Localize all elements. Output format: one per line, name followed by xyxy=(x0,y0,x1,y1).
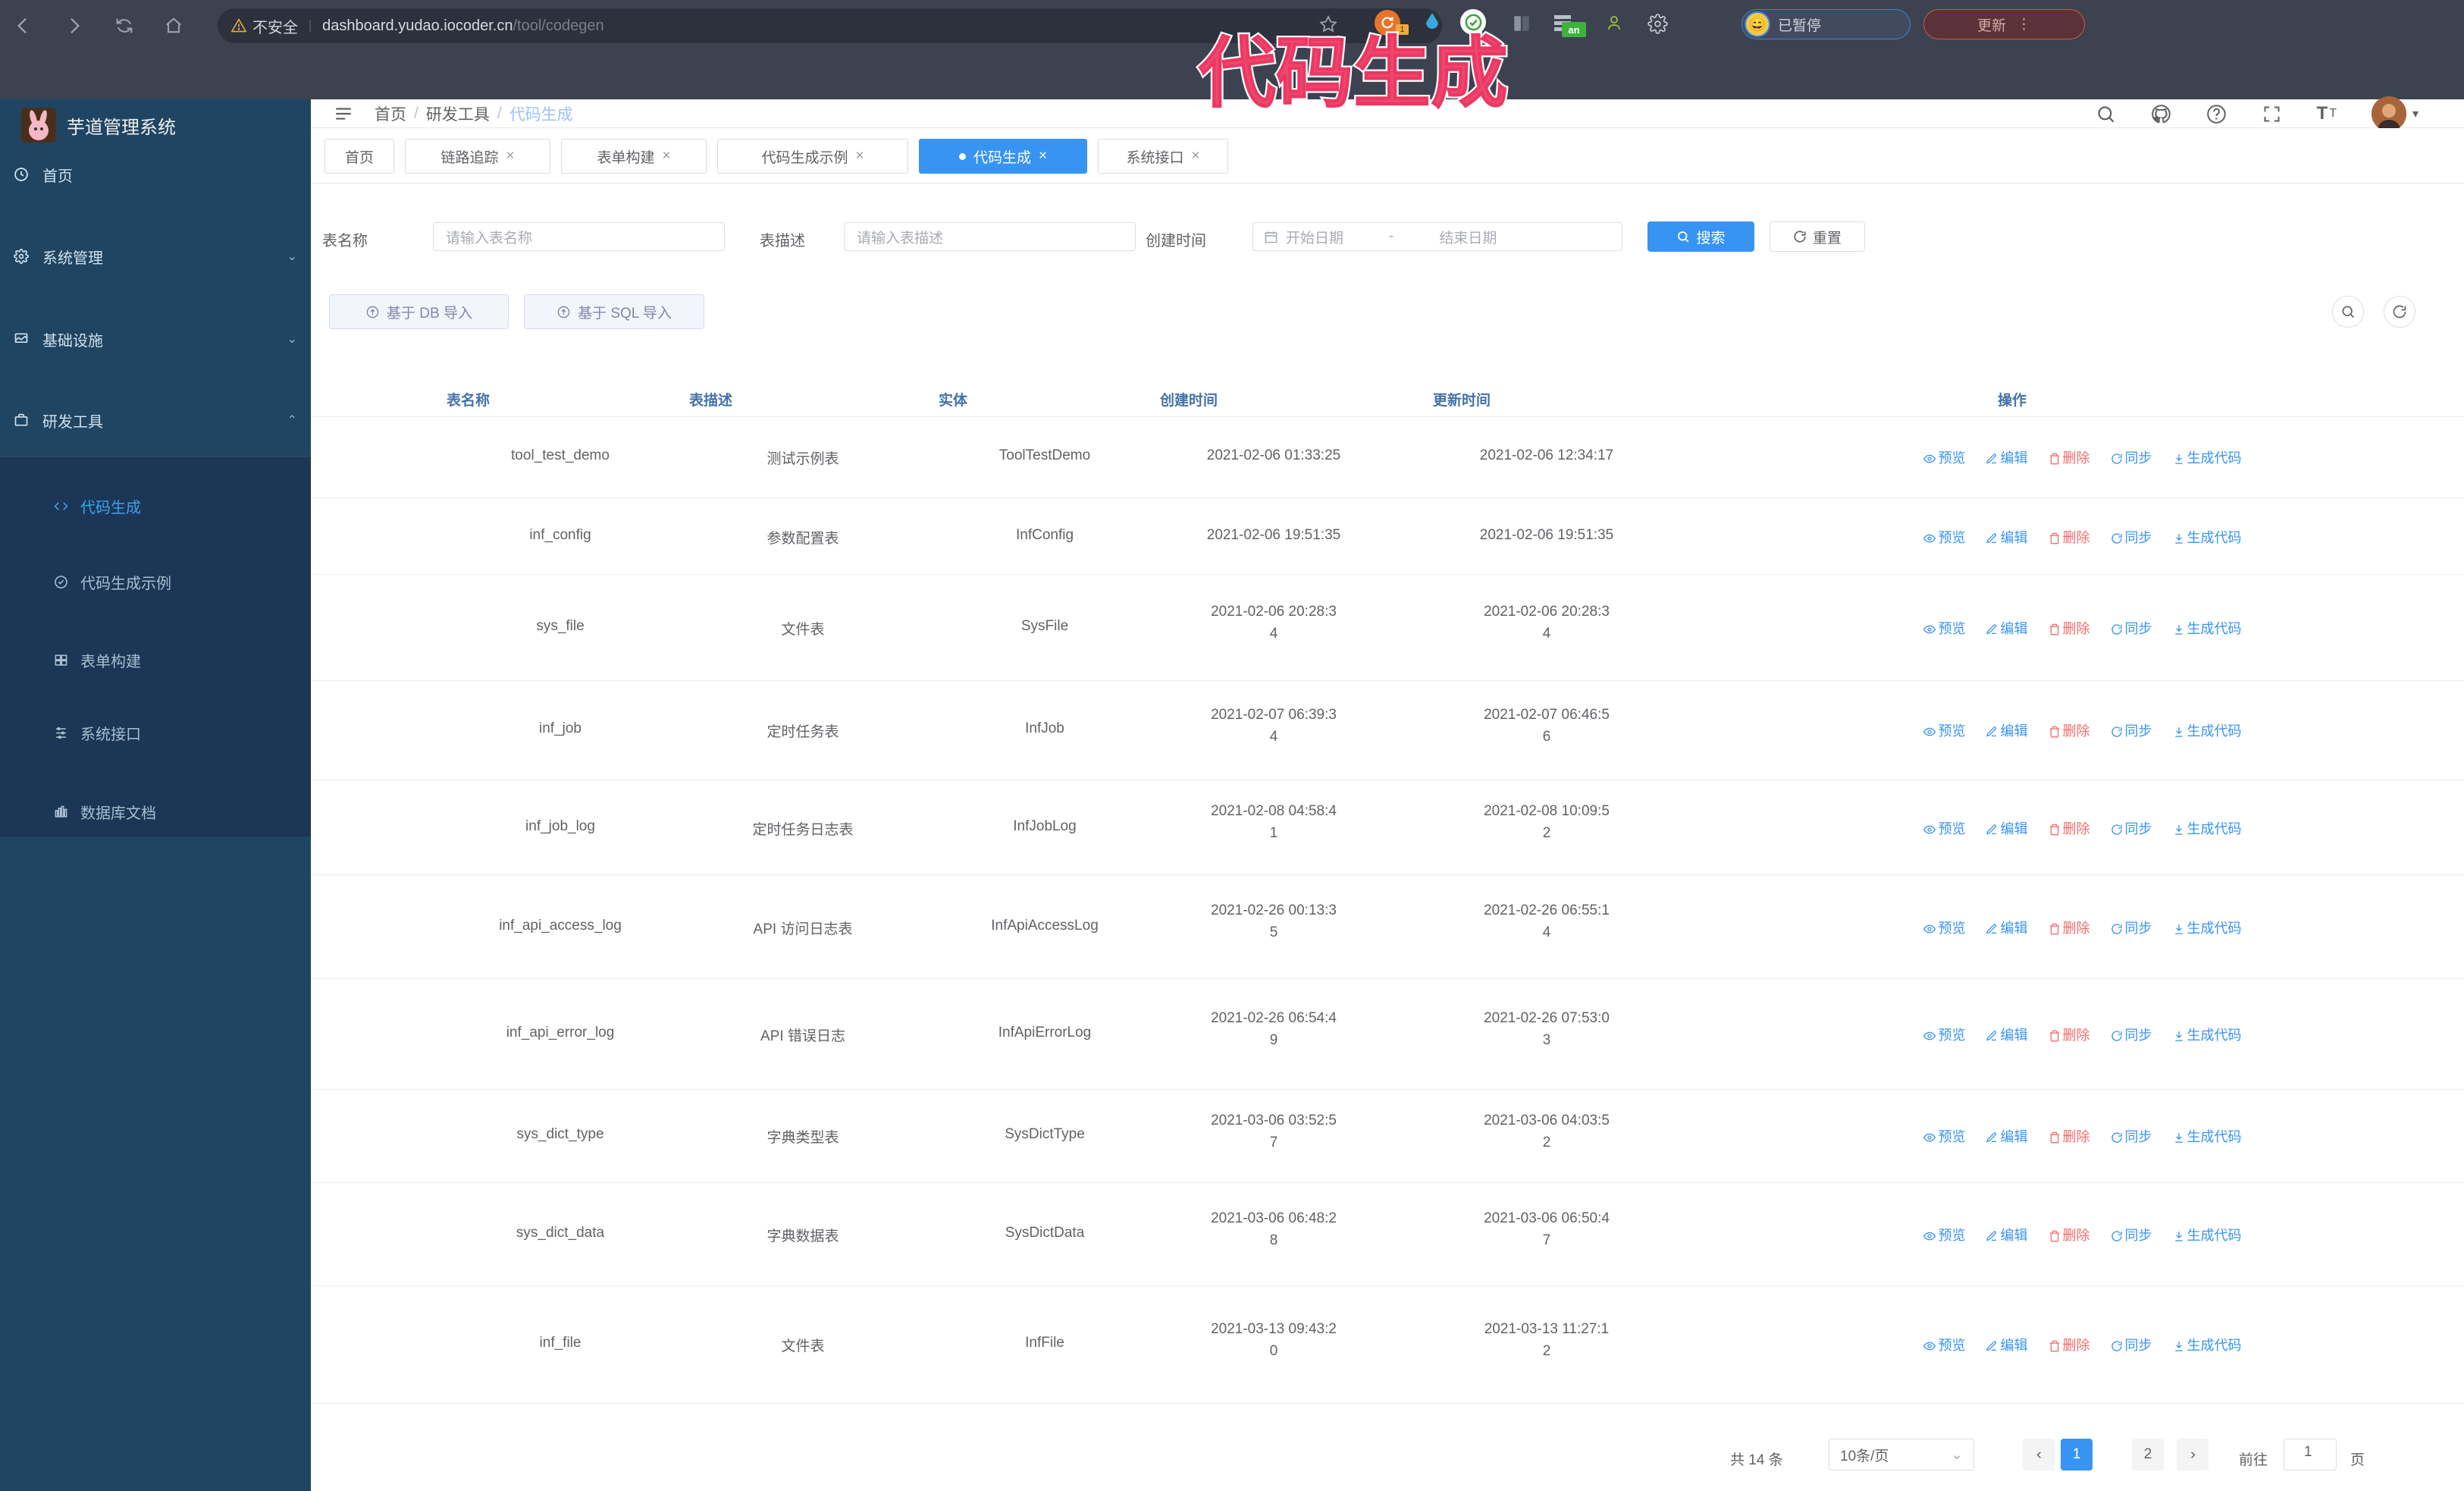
svg-text:代码生成: 代码生成 xyxy=(1199,30,1508,117)
